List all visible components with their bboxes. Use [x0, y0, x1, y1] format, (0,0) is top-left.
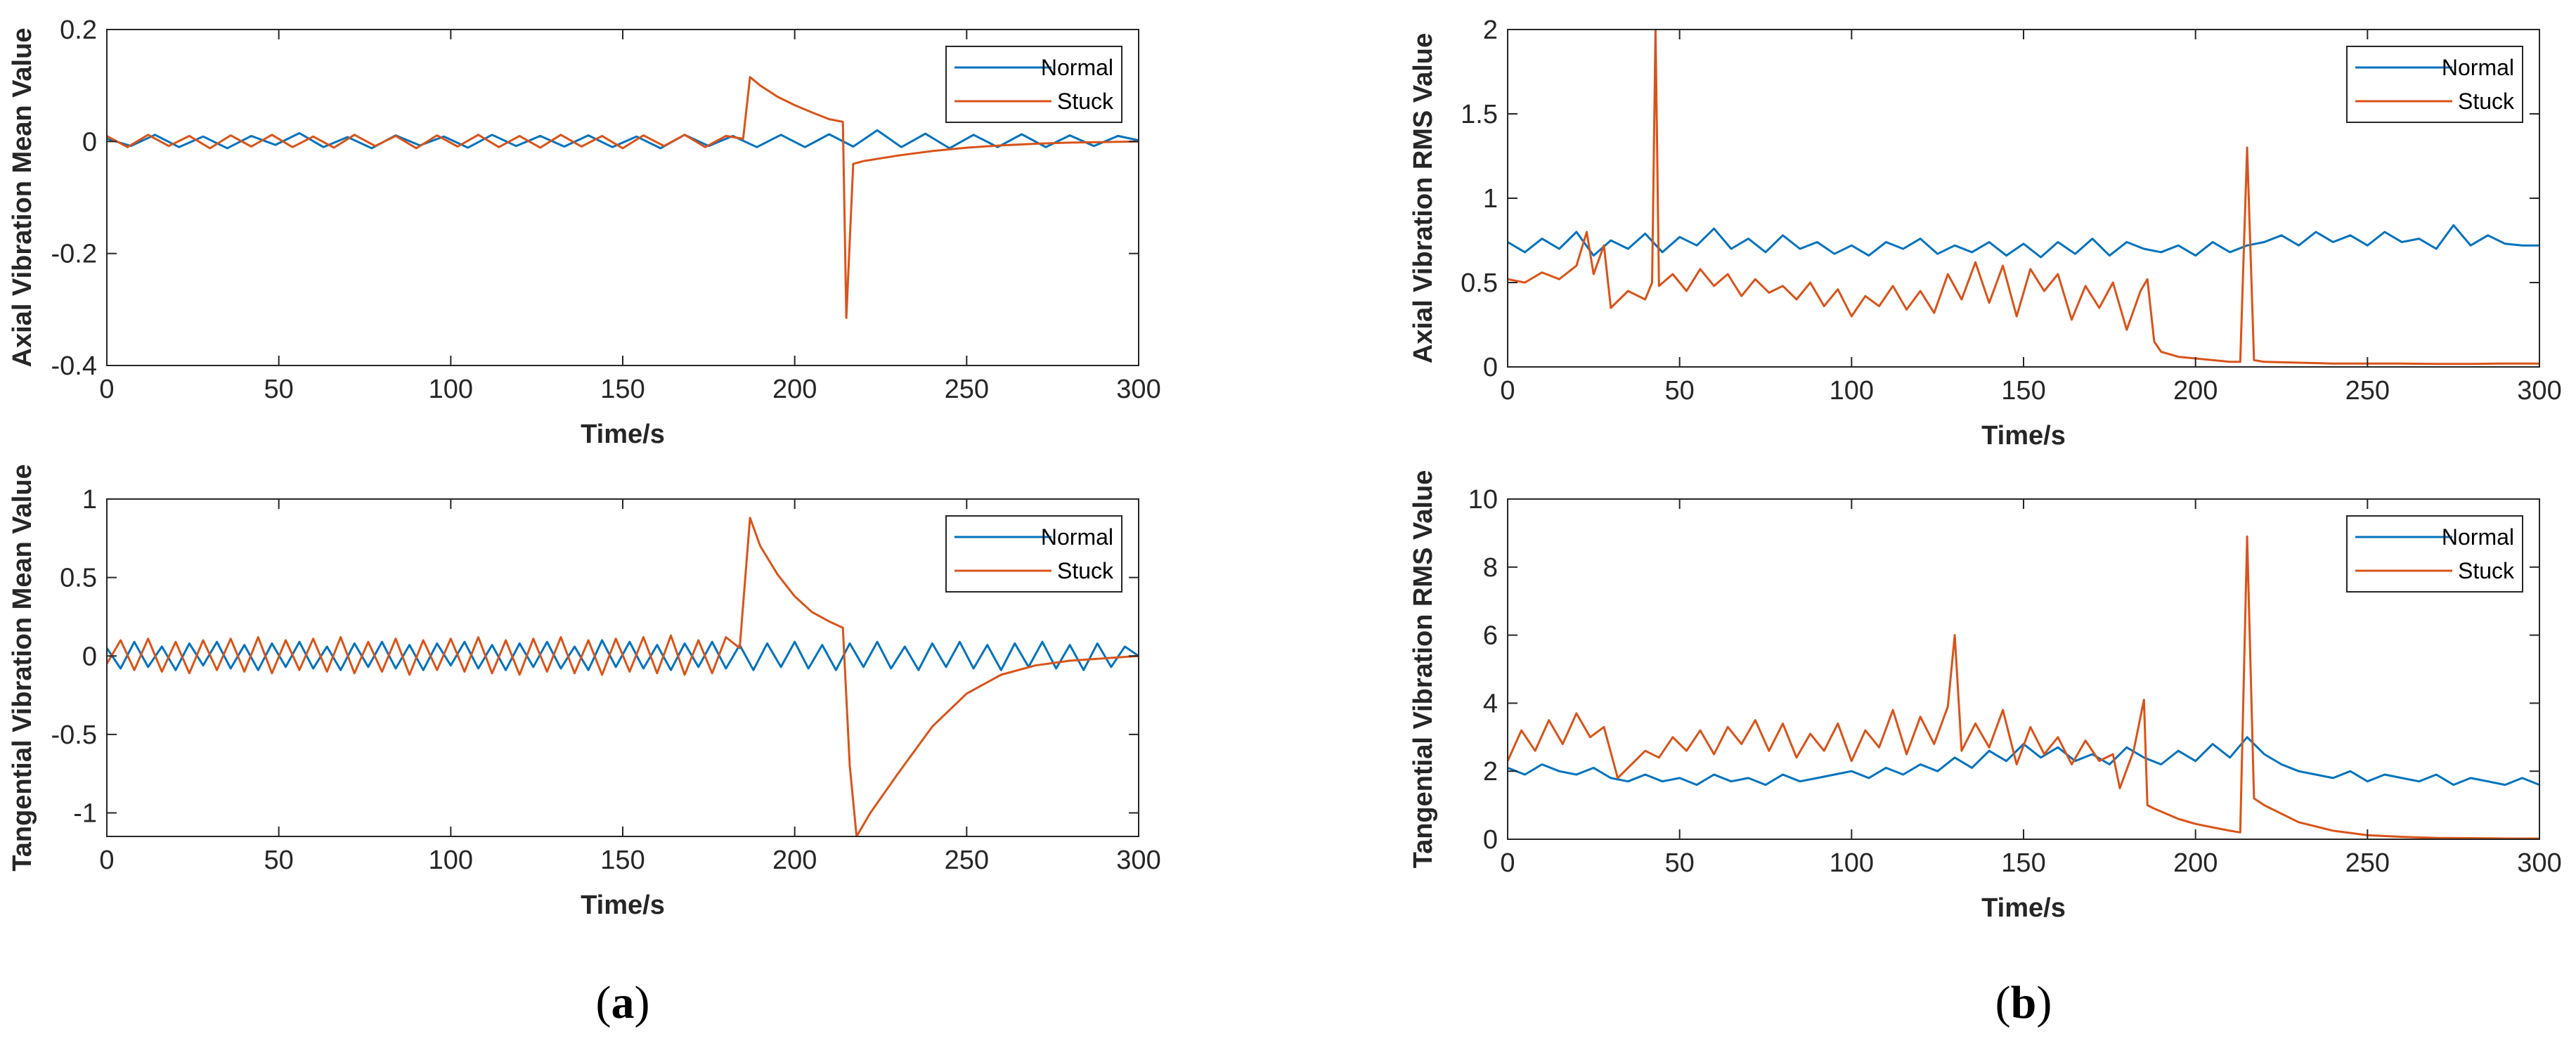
y-tick-label: 0.5	[60, 564, 97, 593]
y-axis-label: Tangential Vibration RMS Value	[1409, 470, 1438, 869]
y-tick-label: 0	[82, 127, 97, 157]
x-axis-label: Time/s	[581, 891, 665, 920]
panel-label-open: (	[596, 977, 611, 1028]
x-tick-label: 100	[1830, 848, 1874, 878]
x-tick-label: 250	[2345, 376, 2390, 406]
x-tick-label: 150	[2001, 848, 2045, 878]
x-tick-label: 150	[2001, 376, 2045, 406]
legend-label: Stuck	[2458, 558, 2515, 583]
series-line-stuck	[107, 76, 1139, 319]
series-line-normal	[107, 129, 1139, 150]
x-tick-label: 200	[772, 846, 817, 875]
y-tick-label: -0.2	[51, 240, 97, 269]
legend-label: Stuck	[2458, 89, 2515, 114]
series-line-stuck	[107, 517, 1139, 836]
x-tick-label: 50	[264, 846, 294, 875]
x-tick-label: 100	[429, 375, 473, 404]
y-tick-label: 1	[82, 485, 97, 515]
y-tick-label: -0.5	[51, 720, 97, 750]
legend-box	[2346, 46, 2523, 123]
x-tick-label: 50	[264, 375, 294, 404]
y-tick-label: 0	[1483, 825, 1498, 855]
series-line-stuck	[1508, 535, 2539, 839]
legend-box	[945, 515, 1122, 593]
x-tick-label: 100	[429, 846, 473, 875]
y-tick-label: 0	[82, 642, 97, 671]
legend: Normal Stuck	[2346, 46, 2523, 123]
x-tick-label: 250	[945, 375, 989, 404]
legend-label: Normal	[1041, 524, 1113, 550]
chart-axial_mean: 0 50 100 150 200 250 300 -0.4 -0.2 0 0.2 Time/s Axia…	[8, 15, 1161, 449]
x-tick-label: 250	[945, 846, 989, 875]
x-tick-label: 200	[2173, 848, 2218, 878]
legend-label: Normal	[2442, 55, 2514, 80]
x-tick-label: 0	[99, 375, 114, 404]
x-tick-label: 250	[2345, 848, 2390, 878]
x-tick-label: 50	[1665, 376, 1695, 406]
x-tick-label: 0	[1500, 848, 1515, 878]
legend-label: Stuck	[1057, 558, 1114, 583]
y-tick-label: 0.2	[60, 15, 97, 45]
y-axis-label: Axial Vibration Mean Value	[8, 28, 37, 368]
y-tick-label: 2	[1483, 15, 1498, 45]
y-axis-label: Tangential Vibration Mean Value	[8, 464, 37, 871]
panel-label-letter: a	[611, 977, 635, 1028]
legend-label: Normal	[2442, 524, 2514, 550]
x-axis-label: Time/s	[1981, 893, 2066, 923]
x-axis-label: Time/s	[1981, 421, 2066, 451]
chart-axial_rms: 0 50 100 150 200 250 300 0 0.5 1 1.5 2 Time/s Axial V…	[1409, 15, 2562, 451]
y-tick-label: 2	[1483, 757, 1498, 787]
y-tick-label: 1.5	[1461, 100, 1498, 129]
x-tick-label: 0	[1500, 376, 1515, 406]
x-tick-label: 300	[2517, 376, 2561, 406]
y-tick-label: 8	[1483, 553, 1498, 583]
y-axis-label: Axial Vibration RMS Value	[1409, 33, 1438, 363]
x-tick-label: 300	[1116, 375, 1160, 404]
panel-label-close: )	[635, 977, 650, 1028]
panel-label-a: (a)	[596, 977, 650, 1028]
panel-label-b: (b)	[1995, 977, 2052, 1028]
y-tick-label: 0.5	[1461, 269, 1498, 298]
x-tick-label: 200	[772, 375, 817, 404]
y-tick-label: 0	[1483, 353, 1498, 382]
y-tick-label: 10	[1468, 485, 1498, 515]
legend-box	[2346, 515, 2523, 593]
legend-label: Stuck	[1057, 89, 1114, 114]
legend: Normal Stuck	[945, 46, 1122, 123]
x-axis-label: Time/s	[581, 420, 665, 449]
y-tick-label: -0.4	[51, 351, 97, 381]
x-tick-label: 300	[2517, 848, 2561, 878]
x-tick-label: 300	[1116, 846, 1160, 875]
legend-label: Normal	[1041, 55, 1113, 80]
chart-tangential_mean: 0 50 100 150 200 250 300 -1 -0.5 0 0.5 1 Time/s Tange…	[8, 464, 1161, 920]
x-tick-label: 150	[600, 375, 645, 404]
panel-label-letter: b	[2011, 977, 2037, 1028]
y-tick-label: 1	[1483, 184, 1498, 214]
y-tick-label: 4	[1483, 689, 1498, 718]
y-tick-label: -1	[73, 799, 97, 829]
legend: Normal Stuck	[945, 515, 1122, 593]
series-line-normal	[1508, 224, 2539, 259]
series-line-stuck	[1508, 30, 2539, 365]
x-tick-label: 200	[2173, 376, 2218, 406]
panel-label-open: (	[1995, 977, 2011, 1028]
x-tick-label: 150	[600, 846, 645, 875]
legend-box	[945, 46, 1122, 123]
x-tick-label: 100	[1830, 376, 1874, 406]
x-tick-label: 50	[1665, 848, 1695, 878]
x-tick-label: 0	[99, 846, 114, 875]
chart-tangential_rms: 0 50 100 150 200 250 300 0 2 4 6 8 10 Time/s Tangentia…	[1409, 470, 2562, 923]
legend: Normal Stuck	[2346, 515, 2523, 593]
panel-label-close: )	[2036, 977, 2052, 1028]
y-tick-label: 6	[1483, 621, 1498, 651]
